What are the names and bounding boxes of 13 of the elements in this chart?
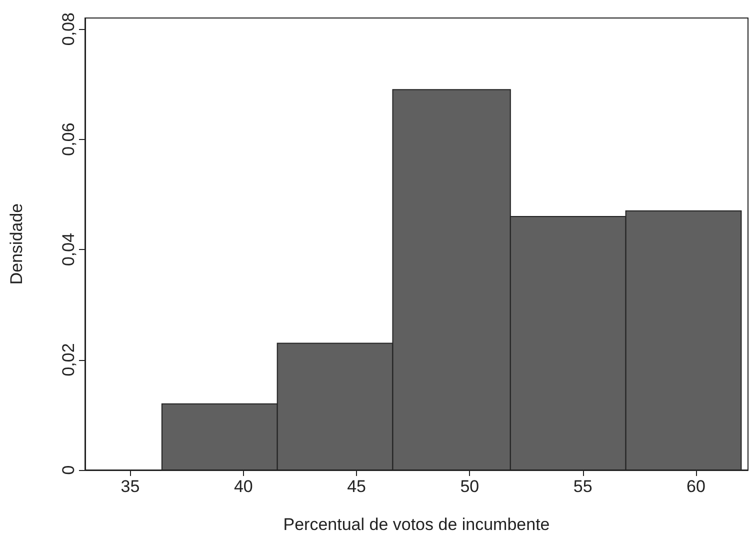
x-tick-label: 55 [573,477,592,496]
y-tick-label: 0 [59,465,78,475]
x-tick-label: 60 [686,477,706,496]
x-tick-label: 45 [347,477,366,496]
x-tick-label: 50 [460,477,480,496]
y-tick-label: 0,02 [59,343,78,376]
y-tick-label: 0,06 [59,122,78,156]
y-axis-title: Densidade [7,203,26,285]
x-axis-title: Percentual de votos de incumbente [283,515,550,534]
y-tick-label: 0,04 [59,232,78,266]
x-tick-label: 35 [120,477,140,496]
x-tick-label: 40 [234,477,253,496]
y-tick-label: 0,08 [59,12,78,46]
